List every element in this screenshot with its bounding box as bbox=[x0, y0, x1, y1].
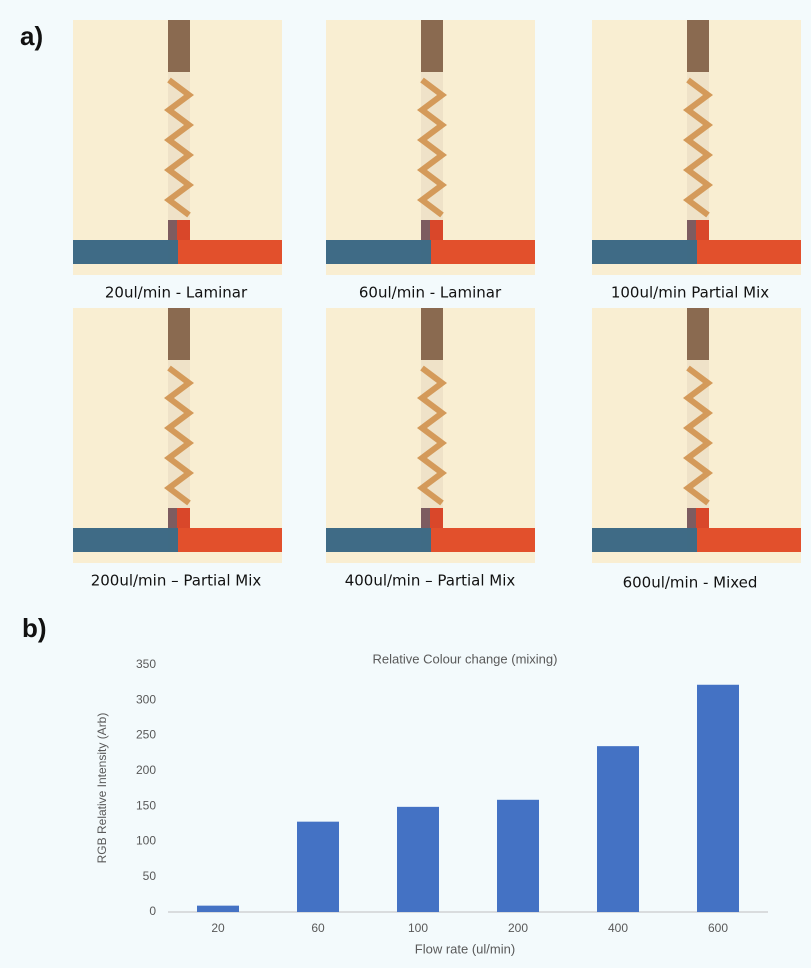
bar bbox=[297, 822, 339, 912]
photo bbox=[73, 308, 282, 563]
panel-label: a) bbox=[20, 21, 43, 51]
x-tick-label: 400 bbox=[608, 921, 628, 935]
photo bbox=[326, 308, 535, 563]
y-tick-label: 200 bbox=[136, 763, 156, 777]
x-axis-title: Flow rate (ul/min) bbox=[415, 941, 515, 956]
y-tick-label: 0 bbox=[149, 904, 156, 918]
y-tick-label: 150 bbox=[136, 798, 156, 812]
x-tick-label: 20 bbox=[211, 921, 225, 935]
x-tick-label: 200 bbox=[508, 921, 528, 935]
bar bbox=[397, 807, 439, 912]
photo-caption: 400ul/min – Partial Mix bbox=[345, 572, 516, 590]
photo bbox=[592, 20, 801, 275]
photo bbox=[592, 308, 801, 563]
x-tick-label: 100 bbox=[408, 921, 428, 935]
y-tick-label: 50 bbox=[143, 869, 157, 883]
x-tick-label: 60 bbox=[311, 921, 325, 935]
bar bbox=[197, 906, 239, 912]
photo-caption: 20ul/min - Laminar bbox=[105, 284, 248, 302]
y-tick-label: 300 bbox=[136, 692, 156, 706]
photo-caption: 60ul/min - Laminar bbox=[359, 284, 502, 302]
y-axis-title: RGB Relative Intensity (Arb) bbox=[95, 713, 109, 864]
chart-title: Relative Colour change (mixing) bbox=[373, 651, 558, 666]
x-tick-label: 600 bbox=[708, 921, 728, 935]
figure: a) b) 20ul/min - Laminar 60ul/min - Lami… bbox=[0, 0, 811, 968]
photo-caption: 100ul/min Partial Mix bbox=[611, 284, 769, 302]
panel-label: b) bbox=[22, 613, 47, 643]
photo-caption: 600ul/min - Mixed bbox=[623, 574, 758, 592]
y-tick-label: 100 bbox=[136, 834, 156, 848]
photo bbox=[73, 20, 282, 275]
photo bbox=[326, 20, 535, 275]
y-tick-label: 350 bbox=[136, 657, 156, 671]
bar bbox=[697, 685, 739, 912]
y-tick-label: 250 bbox=[136, 728, 156, 742]
bar bbox=[597, 746, 639, 912]
photo-caption: 200ul/min – Partial Mix bbox=[91, 572, 262, 590]
bar bbox=[497, 800, 539, 912]
